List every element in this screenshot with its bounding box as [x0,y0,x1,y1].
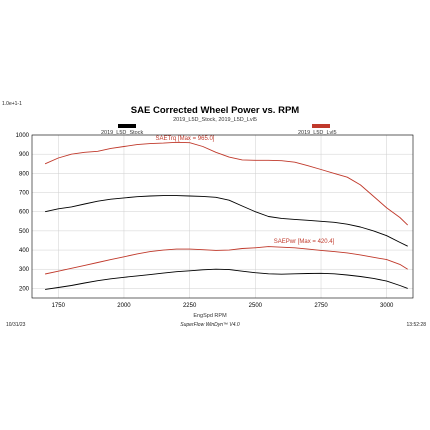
y-tick-label: 700 [19,191,30,197]
series-line-lvl5-saetrq [44,141,409,226]
x-tick-label: 2500 [249,303,263,309]
x-tick-label: 3000 [380,303,394,309]
y-tick-label: 600 [19,210,30,216]
annotation-pwr-max: SAEPwr [Max = 420.4] [274,239,335,245]
series-group [44,141,409,290]
y-tick-label: 500 [19,229,30,235]
footer-date: 10/31/23 [6,322,26,328]
footer-time: 13:52:28 [407,322,427,328]
x-axis: 1750 2000 2250 2500 2750 3000 [52,303,394,309]
y-tick-label: 400 [19,248,30,254]
y-tick-label: 1000 [16,133,30,139]
x-tick-label: 2250 [183,303,197,309]
x-tick-label: 2750 [314,303,328,309]
plot-border [31,134,414,299]
chart-subtitle: 2019_L5D_Stock, 2019_L5D_Lvl5 [173,117,257,123]
legend-label-stock: 2019_L5D_Stock [101,130,143,136]
series-line-lvl5-saepwr [45,246,408,275]
chart-title: SAE Corrected Wheel Power vs. RPM [131,105,299,116]
legend-lvl5: 2019_L5D_Lvl5 [298,124,337,136]
legend-label-lvl5: 2019_L5D_Lvl5 [298,130,337,136]
legend-stock: 2019_L5D_Stock [101,124,143,136]
corner-mark: 1.0e+1-1 [2,101,22,107]
series-line-stock-saepwr [45,268,408,290]
x-tick-label: 1750 [52,303,66,309]
footer-software: SuperFlow WinDyn™ V4.0 [180,322,240,328]
annotations: SAETrq [Max = 965.0] SAEPwr [Max = 420.4] [155,136,334,245]
series-line-stock-saetrq [45,195,408,247]
annotation-trq-max: SAETrq [Max = 965.0] [155,136,214,142]
y-tick-label: 800 [19,171,30,177]
legend-swatch-stock [118,124,136,128]
y-axis: 200 300 400 500 600 700 800 900 1000 [16,133,30,292]
y-tick-label: 200 [19,286,30,292]
legend-swatch-lvl5 [312,124,330,128]
grid [32,134,413,298]
y-tick-label: 300 [19,267,30,273]
x-axis-label: EngSpd RPM [193,313,227,319]
x-tick-label: 2000 [117,303,131,309]
y-tick-label: 900 [19,152,30,158]
